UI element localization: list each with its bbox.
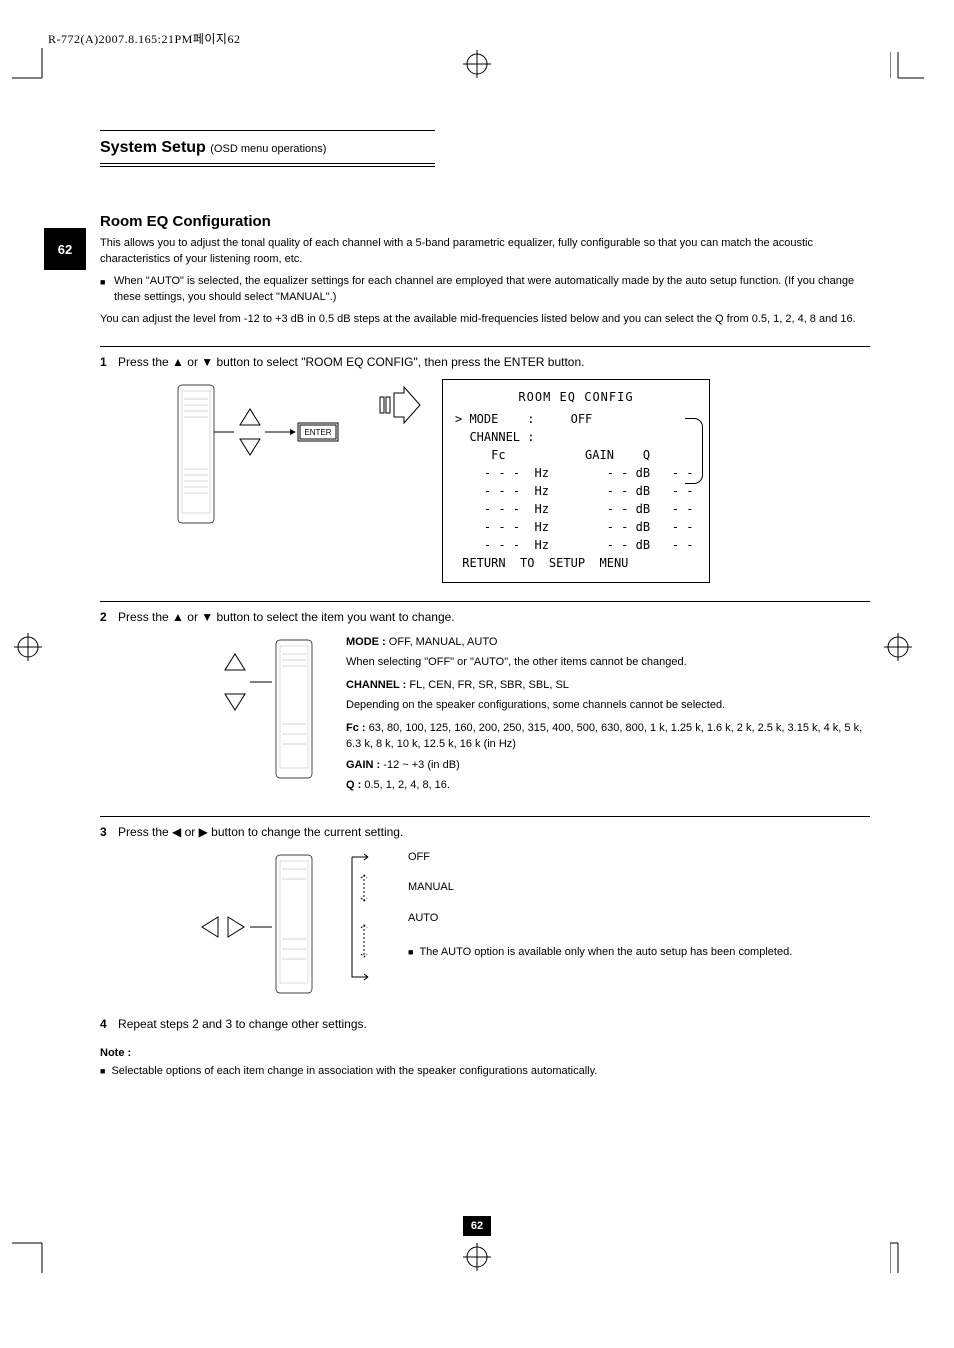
intro-paragraph-2: You can adjust the level from -12 to +3 … xyxy=(100,312,870,328)
registration-mark-bottom xyxy=(463,1243,491,1276)
section-heading: Room EQ Configuration xyxy=(100,213,870,230)
osd-line-header: Fc GAIN Q xyxy=(455,446,697,464)
note-heading: Note : xyxy=(100,1045,870,1062)
crop-mark-br xyxy=(890,1239,924,1278)
crop-mark-tr xyxy=(890,48,924,87)
mode-label: MODE : xyxy=(346,636,386,648)
mode-items: OFF, MANUAL, AUTO xyxy=(389,636,498,648)
flow-off: OFF xyxy=(408,849,792,866)
gain-items: -12 ~ +3 (in dB) xyxy=(383,759,459,771)
bullet-icon: ■ xyxy=(408,944,413,961)
step-2-text: Press the ▲ or ▼ button to select the it… xyxy=(118,610,455,624)
flow-note: The AUTO option is available only when t… xyxy=(419,944,792,961)
fc-label: Fc : xyxy=(346,722,366,734)
osd-line-mode: > MODE : OFF xyxy=(455,410,697,428)
svg-text:ENTER: ENTER xyxy=(304,428,331,437)
step-1-illustration: ENTER xyxy=(100,379,360,529)
q-items: 0.5, 1, 2, 4, 8, 16. xyxy=(364,779,450,791)
registration-mark-right xyxy=(884,633,912,666)
source-file-header: R-772(A)2007.8.165:21PM페이지62 xyxy=(48,30,240,47)
osd-row-5: - - - Hz - - dB - - xyxy=(455,536,697,554)
title-block: System Setup (OSD menu operations) xyxy=(100,130,435,167)
osd-title: ROOM EQ CONFIG xyxy=(455,388,697,406)
step-3: 3 Press the ◀ or ▶ button to change the … xyxy=(100,816,870,999)
step-3-flow-arrows xyxy=(346,849,386,989)
osd-row-4: - - - Hz - - dB - - xyxy=(455,518,697,536)
page-number-side: 62 xyxy=(44,228,86,270)
intro-bullet: When "AUTO" is selected, the equalizer s… xyxy=(114,274,870,306)
step-3-illustration xyxy=(100,849,330,999)
page-number-footer: 62 xyxy=(463,1216,491,1236)
note-bullet: Selectable options of each item change i… xyxy=(111,1063,597,1080)
page-subtitle: (OSD menu operations) xyxy=(210,143,326,155)
bullet-icon: ■ xyxy=(100,1063,105,1080)
channel-note: Depending on the speaker configurations,… xyxy=(346,697,870,714)
crop-mark-bl xyxy=(12,1239,46,1278)
bullet-icon: ■ xyxy=(100,274,114,306)
q-label: Q : xyxy=(346,779,361,791)
step-2-number: 2 xyxy=(100,610,107,624)
osd-display: ROOM EQ CONFIG > MODE : OFF CHANNEL : Fc… xyxy=(442,379,710,583)
step-1-number: 1 xyxy=(100,355,107,369)
step-1-text: Press the ▲ or ▼ button to select "ROOM … xyxy=(118,355,584,369)
osd-row-3: - - - Hz - - dB - - xyxy=(455,500,697,518)
step-2-illustration xyxy=(100,634,330,784)
fc-items: 63, 80, 100, 125, 160, 200, 250, 315, 40… xyxy=(346,722,862,751)
step-3-text: Press the ◀ or ▶ button to change the cu… xyxy=(118,825,403,839)
step-3-number: 3 xyxy=(100,825,107,839)
display-arrow-icon xyxy=(376,379,426,429)
mode-note: When selecting "OFF" or "AUTO", the othe… xyxy=(346,654,870,671)
flow-manual: MANUAL xyxy=(408,879,792,896)
step-2: 2 Press the ▲ or ▼ button to select the … xyxy=(100,601,870,798)
channel-label: CHANNEL : xyxy=(346,679,406,691)
osd-line-channel: CHANNEL : xyxy=(455,428,697,446)
registration-mark-left xyxy=(14,633,42,666)
osd-bracket xyxy=(685,418,703,484)
intro-paragraph-1: This allows you to adjust the tonal qual… xyxy=(100,236,870,268)
page-title: System Setup xyxy=(100,139,206,156)
gain-label: GAIN : xyxy=(346,759,380,771)
step-4-text: Repeat steps 2 and 3 to change other set… xyxy=(118,1017,367,1031)
step-4-number: 4 xyxy=(100,1017,107,1031)
step-4: 4 Repeat steps 2 and 3 to change other s… xyxy=(100,1009,870,1031)
channel-items: FL, CEN, FR, SR, SBR, SBL, SL xyxy=(409,679,569,691)
crop-mark-tl xyxy=(12,48,46,87)
osd-row-1: - - - Hz - - dB - - xyxy=(455,464,697,482)
osd-row-2: - - - Hz - - dB - - xyxy=(455,482,697,500)
flow-auto: AUTO xyxy=(408,910,792,927)
registration-mark-top xyxy=(463,50,491,83)
step-1: 1 Press the ▲ or ▼ button to select "ROO… xyxy=(100,346,870,583)
osd-line-return: RETURN TO SETUP MENU xyxy=(455,554,697,572)
